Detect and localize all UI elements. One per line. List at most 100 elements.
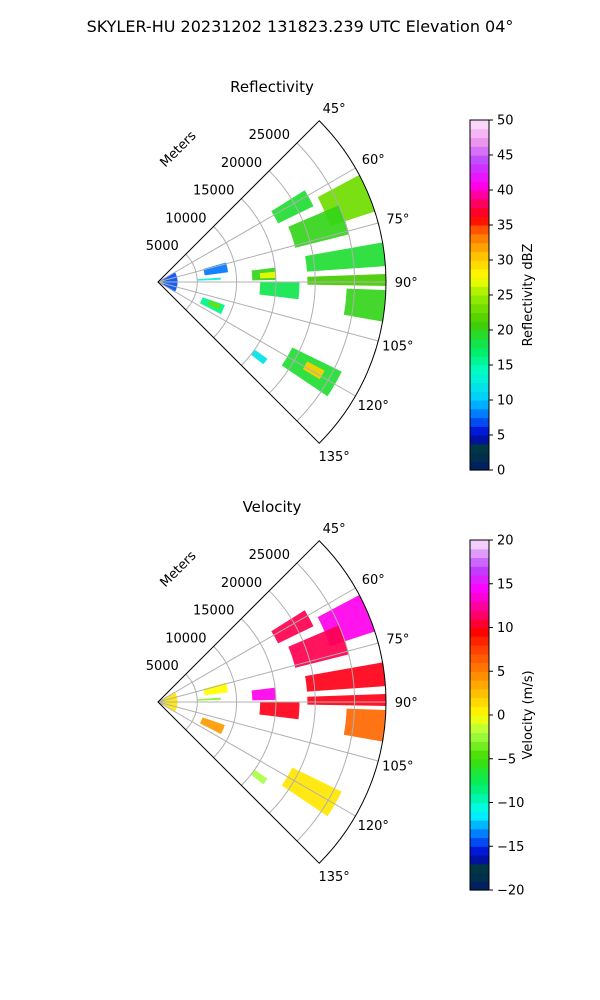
colorbar-segment	[470, 846, 489, 856]
echo-cell	[288, 205, 349, 248]
azimuth-tick-label: 105°	[382, 340, 413, 355]
colorbar-segment	[470, 540, 489, 550]
echo-cell	[251, 687, 276, 701]
colorbar-tick-label: 0	[497, 709, 505, 724]
colorbar-segment	[470, 435, 489, 445]
colorbar-segment	[470, 636, 489, 646]
echo-cell	[197, 277, 221, 281]
range-tick-label: 25000	[249, 548, 290, 563]
colorbar-segment	[470, 225, 489, 235]
colorbar-segment	[470, 286, 489, 296]
colorbar-segment	[470, 881, 489, 891]
echo-cell	[343, 708, 386, 742]
colorbar-segment	[470, 863, 489, 874]
colorbar-segment	[470, 855, 489, 865]
echo-cell	[305, 242, 386, 272]
azimuth-tick-label: 45°	[323, 102, 346, 117]
range-tick-label: 15000	[193, 184, 234, 199]
range-tick-label: 5000	[146, 239, 179, 254]
colorbar-segment	[470, 365, 489, 375]
echo-cell	[203, 682, 229, 696]
echo-cell	[197, 697, 221, 701]
range-tick-label: 20000	[221, 156, 262, 171]
echo-cell	[305, 662, 386, 692]
colorbar-segment	[470, 426, 489, 436]
colorbar-segment	[470, 828, 489, 839]
colorbar-segment	[470, 303, 489, 314]
echo-cell	[271, 190, 314, 224]
sector-outline	[157, 540, 387, 864]
colorbar-tick-label: 45	[497, 149, 514, 164]
colorbar-segment	[470, 680, 489, 690]
azimuth-gridline	[157, 222, 379, 283]
colorbar-segment	[470, 452, 489, 462]
colorbar-segment	[470, 811, 489, 821]
colorbar-segment	[470, 688, 489, 699]
range-tick-label: 10000	[165, 211, 206, 226]
range-tick-label: 25000	[249, 128, 290, 143]
colorbar-tick-label: 5	[497, 665, 505, 680]
echo-cell	[250, 769, 268, 785]
azimuth-tick-label: 105°	[382, 760, 413, 775]
colorbar-segment	[470, 767, 489, 777]
colorbar-segment	[470, 872, 489, 882]
reflectivity-colorbar: 0 5 10 15 20 25 30 35 40 45 50 Reflectivity dBZ	[469, 114, 536, 479]
azimuth-gridline	[157, 281, 356, 397]
colorbar-segment	[470, 723, 489, 734]
echo-cell	[259, 702, 300, 720]
colorbar-segment	[470, 155, 489, 165]
colorbar-tick-label: −5	[497, 752, 516, 767]
echo-cell	[259, 282, 300, 300]
range-tick-label: 10000	[165, 631, 206, 646]
velocity-echo-layer	[158, 595, 387, 817]
azimuth-gridline	[157, 701, 356, 817]
colorbar-tick-label: 0	[497, 464, 505, 479]
azimuth-tick-label: 135°	[318, 870, 349, 885]
colorbar-segment	[470, 347, 489, 357]
colorbar-segment	[470, 330, 489, 340]
colorbar-segment	[470, 758, 489, 769]
colorbar-segment	[470, 548, 489, 559]
azimuth-gridline	[157, 701, 379, 762]
colorbar-tick-label: 10	[497, 621, 514, 636]
colorbar-tick-label: −10	[497, 796, 524, 811]
colorbar-segment	[470, 190, 489, 200]
echo-cell	[288, 625, 349, 668]
colorbar-tick-label: −15	[497, 840, 524, 855]
colorbar-segment	[470, 373, 489, 384]
echo-cell	[259, 271, 276, 279]
colorbar-segment	[470, 128, 489, 139]
colorbar-segment	[470, 338, 489, 349]
azimuth-tick-label: 90°	[395, 696, 418, 711]
colorbar-segment	[470, 793, 489, 804]
azimuth-tick-label: 75°	[386, 632, 409, 647]
range-tick-label: 15000	[193, 604, 234, 619]
colorbar-segment	[470, 443, 489, 454]
azimuth-gridline	[157, 642, 379, 703]
colorbar-segment	[470, 461, 489, 471]
reflectivity-range-label: Meters	[158, 128, 200, 170]
colorbar-segment	[470, 382, 489, 392]
colorbar-segment	[470, 697, 489, 707]
azimuth-tick-label: 45°	[323, 522, 346, 537]
colorbar-segment	[470, 750, 489, 760]
colorbar-tick-label: 40	[497, 184, 514, 199]
sector-outline	[157, 120, 387, 444]
colorbar-segment	[470, 417, 489, 427]
colorbar-segment	[470, 172, 489, 182]
colorbar-tick-label: 35	[497, 219, 514, 234]
range-tick-label: 5000	[146, 659, 179, 674]
colorbar-segment	[470, 741, 489, 751]
colorbar-tick-label: 15	[497, 359, 514, 374]
velocity-colorbar: −20 −15 −10 −5 0 5 10 15 20 Velocity (m/s)	[469, 534, 536, 899]
echo-cell	[281, 767, 342, 817]
colorbar-segment	[470, 618, 489, 629]
colorbar-tick-label: 15	[497, 577, 514, 592]
velocity-title: Velocity	[243, 498, 302, 516]
reflectivity-panel: Reflectivity 5000 10000 15000 20000 25000 45°…	[146, 78, 536, 479]
azimuth-tick-label: 135°	[318, 450, 349, 465]
colorbar-segment	[470, 601, 489, 611]
colorbar-segment	[470, 260, 489, 270]
colorbar-label: Reflectivity dBZ	[521, 244, 536, 347]
azimuth-tick-label: 60°	[362, 573, 385, 588]
